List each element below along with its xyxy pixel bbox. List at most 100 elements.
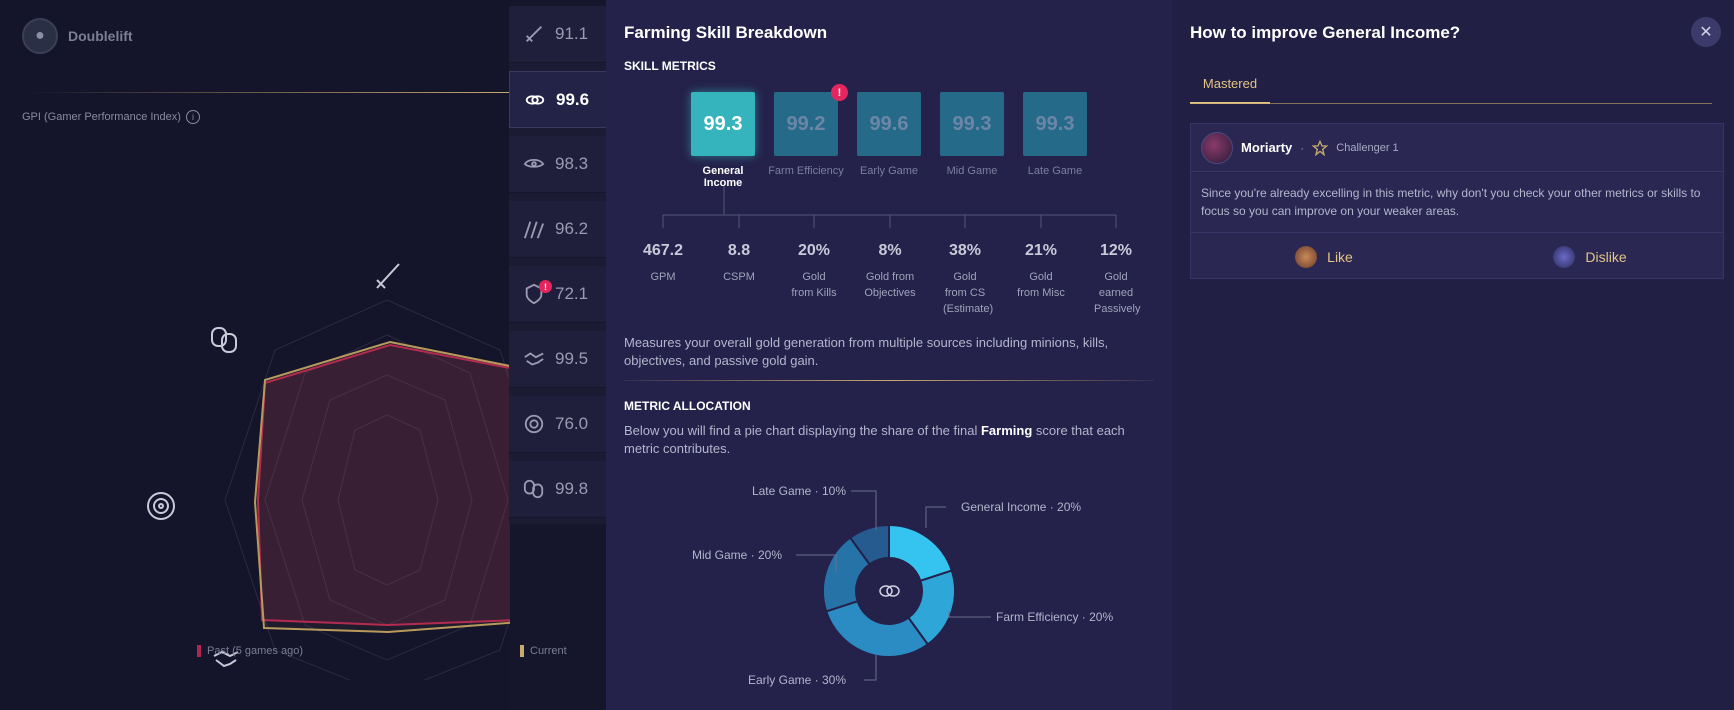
tab-skill-4[interactable]: 96.2 [509, 201, 607, 258]
stat-gold-kills: 20% Gold from Kills [778, 242, 850, 301]
coins-icon [525, 94, 545, 105]
tip-card: Moriarty · Challenger 1 Since you're alr… [1190, 123, 1724, 279]
donut-label-5: Late Game · 10% [752, 484, 846, 498]
tab-skill-8[interactable]: 99.8 [509, 461, 607, 518]
legend-current-swatch [520, 645, 524, 657]
target-icon [147, 492, 175, 520]
metric-general-income-value: 99.3 [703, 112, 743, 135]
like-label: Like [1327, 248, 1353, 265]
donut-slice-3[interactable] [824, 599, 930, 658]
metric-general-income[interactable]: 99.3 [691, 92, 755, 156]
tab-skill-5[interactable]: 72.1 ! [509, 266, 607, 323]
donut-leader-line-4 [796, 554, 837, 572]
stat-label: GPM [650, 271, 676, 283]
masks-icon [523, 479, 544, 499]
close-icon: ✕ [1699, 24, 1713, 41]
tab-skill-5-alert-icon: ! [539, 280, 552, 293]
breakdown-title: Farming Skill Breakdown [624, 23, 828, 42]
metric-early-game-label: Early Game [859, 165, 919, 177]
legend-current: Current [520, 645, 567, 657]
metric-farm-efficiency[interactable]: 99.2 [774, 92, 838, 156]
tab-skill-4-value: 96.2 [555, 219, 589, 238]
rank-emblem-icon [1312, 139, 1329, 156]
tip-card-footer: Like Dislike [1191, 232, 1723, 280]
divider [22, 92, 510, 93]
donut-slice-1[interactable] [888, 523, 954, 583]
skill-metrics-heading: SKILL METRICS [624, 59, 716, 73]
target-icon [524, 414, 544, 434]
stat-cspm: 8.8 CSPM [703, 242, 775, 285]
metric-farm-efficiency-value: 99.2 [786, 112, 826, 135]
tab-skill-2[interactable]: 99.6 [509, 71, 609, 128]
allocation-description: Below you will find a pie chart displayi… [624, 422, 1154, 458]
tip-text: Since you're already excelling in this m… [1201, 186, 1701, 218]
close-button[interactable]: ✕ [1691, 17, 1721, 47]
claw-icon [523, 221, 545, 239]
metric-mid-game[interactable]: 99.3 [940, 92, 1004, 156]
tab-skill-8-value: 99.8 [555, 479, 589, 498]
separator-dot: · [1300, 140, 1305, 155]
like-icon [1295, 245, 1318, 268]
like-button[interactable]: Like [1191, 245, 1457, 268]
tab-skill-3-value: 98.3 [555, 154, 589, 173]
allocation-desc-text-end: score that each metric contributes. [624, 423, 1125, 456]
breakdown-panel: Farming Skill Breakdown SKILL METRICS 99… [606, 0, 1172, 710]
tab-skill-7-value: 76.0 [555, 414, 589, 433]
author-name[interactable]: Moriarty [1241, 140, 1293, 155]
player-name: Doublelift [68, 28, 133, 44]
handshake-icon [213, 650, 239, 668]
metric-tree-lines [662, 186, 1117, 228]
metric-description: Measures your overall gold generation fr… [624, 335, 1109, 368]
stat-label: Gold from CS (Estimate) [943, 271, 994, 315]
stat-value: 21% [1024, 242, 1058, 259]
metric-allocation-donut-chart: General Income · 20% Farm Efficiency · 20… [692, 484, 1114, 687]
dislike-icon [1553, 245, 1576, 268]
tab-skill-2-value: 99.6 [556, 89, 590, 109]
tab-skill-3[interactable]: 98.3 [509, 136, 607, 193]
player-header: ● Doublelift [22, 18, 133, 54]
stat-label: Gold from Misc [1017, 271, 1065, 299]
tip-card-header: Moriarty · Challenger 1 [1191, 124, 1723, 172]
tab-skill-6[interactable]: 99.5 [509, 331, 607, 388]
dislike-button[interactable]: Dislike [1457, 245, 1723, 268]
metric-early-game[interactable]: 99.6 [857, 92, 921, 156]
stat-gpm: 467.2 GPM [627, 242, 699, 285]
legend-past-label: Past (5 games ago) [207, 645, 303, 657]
stat-value: 38% [948, 242, 982, 259]
legend-current-label: Current [530, 645, 567, 657]
metric-late-game-label: Late Game [1027, 165, 1083, 177]
sword-icon [376, 263, 400, 289]
eye-icon [523, 158, 545, 168]
gpi-label: GPI (Gamer Performance Index) i [22, 110, 200, 124]
shield-icon [525, 283, 543, 305]
info-icon[interactable]: i [185, 110, 200, 124]
tab-skill-1[interactable]: 91.1 [509, 6, 607, 63]
metric-late-game[interactable]: 99.3 [1023, 92, 1087, 156]
stat-label: CSPM [723, 271, 755, 283]
tab-mastered[interactable]: Mastered [1190, 64, 1270, 104]
gpi-background-panel [0, 0, 510, 710]
donut-label-3: Early Game · 30% [748, 673, 846, 687]
handshake-icon [524, 352, 544, 366]
legend-past: Past (5 games ago) [197, 645, 303, 657]
divider [1190, 103, 1712, 104]
donut-leader-line-1 [925, 506, 946, 528]
donut-label-1: General Income · 20% [961, 500, 1081, 514]
improve-panel: How to improve General Income? Mastered … [1172, 0, 1734, 710]
avatar [1201, 131, 1233, 164]
tab-skill-7[interactable]: 76.0 [509, 396, 607, 453]
metric-mid-game-value: 99.3 [952, 112, 992, 135]
stat-value: 467.2 [642, 242, 684, 259]
stat-value: 8.8 [727, 242, 751, 259]
allocation-desc-bold: Farming [980, 423, 1033, 438]
stat-value: 8% [878, 242, 902, 259]
coins-icon [879, 585, 900, 597]
donut-leader-line-2 [948, 611, 991, 618]
donut-leader-line-5 [851, 490, 877, 530]
dislike-label: Dislike [1585, 248, 1627, 265]
metric-general-income-label: General Income [702, 165, 744, 189]
author-rank: Challenger 1 [1336, 141, 1399, 154]
donut-slice-5[interactable] [848, 523, 890, 566]
divider [624, 380, 1154, 381]
